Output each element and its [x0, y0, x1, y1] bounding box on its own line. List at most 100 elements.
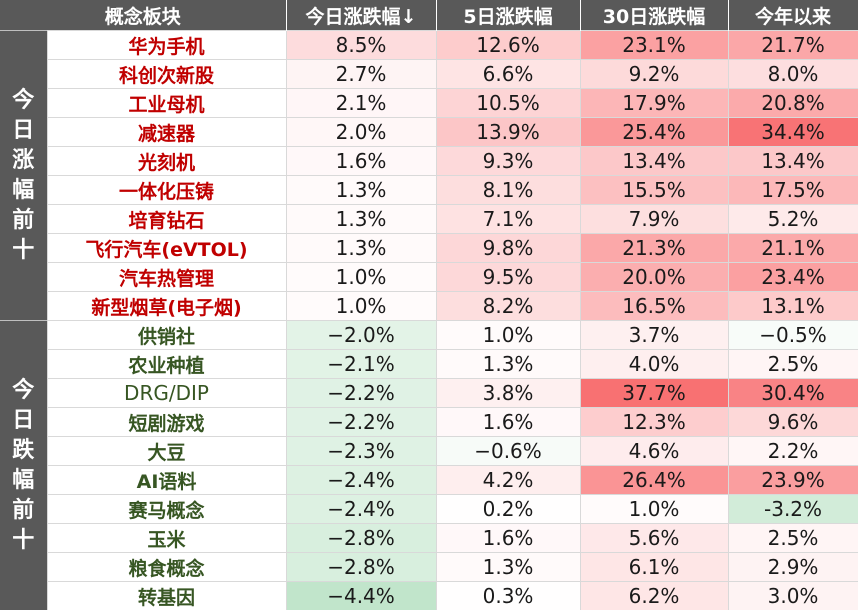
ytd-change-cell: 2.5%	[728, 349, 858, 379]
sector-name-cell: 新型烟草(电子烟)	[47, 291, 287, 321]
today-change-cell: −2.2%	[286, 378, 437, 408]
30day-change-cell: 6.2%	[580, 581, 729, 610]
header-ytd-change[interactable]: 今年以来	[728, 0, 858, 31]
ytd-change-cell: 5.2%	[728, 204, 858, 234]
today-change-cell: 2.0%	[286, 117, 437, 147]
ytd-change-cell: -3.2%	[728, 494, 858, 524]
sector-name-cell: 光刻机	[47, 146, 287, 176]
today-change-cell: −2.8%	[286, 552, 437, 582]
5day-change-cell: 10.5%	[436, 88, 581, 118]
ytd-change-cell: 30.4%	[728, 378, 858, 408]
table-header: 概念板块 今日涨跌幅↓ 5日涨跌幅 30日涨跌幅 今年以来	[0, 0, 858, 31]
today-change-cell: −2.0%	[286, 320, 437, 350]
30day-change-cell: 1.0%	[580, 494, 729, 524]
30day-change-cell: 13.4%	[580, 146, 729, 176]
sector-name-cell: 粮食概念	[47, 552, 287, 582]
table-row: 赛马概念 −2.4% 0.2% 1.0% -3.2%	[0, 494, 858, 524]
table-row: 新型烟草(电子烟) 1.0% 8.2% 16.5% 13.1%	[0, 291, 858, 321]
ytd-change-cell: 23.4%	[728, 262, 858, 292]
table-row: 一体化压铸 1.3% 8.1% 15.5% 17.5%	[0, 175, 858, 205]
today-change-cell: −2.2%	[286, 407, 437, 437]
5day-change-cell: 3.8%	[436, 378, 581, 408]
header-5day-change[interactable]: 5日涨跌幅	[436, 0, 581, 31]
group-label-top-losers: 今日跌幅前十	[0, 320, 48, 610]
table-row: 今日跌幅前十 供销社 −2.0% 1.0% 3.7% −0.5%	[0, 320, 858, 610]
ytd-change-cell: 2.2%	[728, 436, 858, 466]
5day-change-cell: 13.9%	[436, 117, 581, 147]
sector-name-cell: 一体化压铸	[47, 175, 287, 205]
table-row: 光刻机 1.6% 9.3% 13.4% 13.4%	[0, 146, 858, 176]
ytd-change-cell: 3.0%	[728, 581, 858, 610]
today-change-cell: 8.5%	[286, 30, 437, 60]
5day-change-cell: 4.2%	[436, 465, 581, 495]
header-row: 概念板块 今日涨跌幅↓ 5日涨跌幅 30日涨跌幅 今年以来	[0, 0, 858, 31]
30day-change-cell: 16.5%	[580, 291, 729, 321]
table-row: 短剧游戏 −2.2% 1.6% 12.3% 9.6%	[0, 407, 858, 437]
today-change-cell: 1.3%	[286, 175, 437, 205]
group-label-text: 今日跌幅前十	[12, 377, 35, 553]
today-change-cell: −4.4%	[286, 581, 437, 610]
sector-name-cell: 玉米	[47, 523, 287, 553]
today-change-cell: −2.1%	[286, 349, 437, 379]
5day-change-cell: 9.3%	[436, 146, 581, 176]
30day-change-cell: 9.2%	[580, 59, 729, 89]
5day-change-cell: 1.6%	[436, 407, 581, 437]
ytd-change-cell: 34.4%	[728, 117, 858, 147]
5day-change-cell: 0.3%	[436, 581, 581, 610]
header-concept-sector: 概念板块	[0, 0, 287, 31]
30day-change-cell: 20.0%	[580, 262, 729, 292]
today-change-cell: −2.4%	[286, 465, 437, 495]
sector-name-cell: 大豆	[47, 436, 287, 466]
5day-change-cell: 8.1%	[436, 175, 581, 205]
today-change-cell: −2.4%	[286, 494, 437, 524]
table-row: 农业种植 −2.1% 1.3% 4.0% 2.5%	[0, 349, 858, 379]
ytd-change-cell: 21.7%	[728, 30, 858, 60]
sector-name-cell: 培育钻石	[47, 204, 287, 234]
ytd-change-cell: 2.9%	[728, 552, 858, 582]
today-change-cell: 1.0%	[286, 262, 437, 292]
sector-name-cell: 科创次新股	[47, 59, 287, 89]
today-change-cell: 2.7%	[286, 59, 437, 89]
30day-change-cell: 37.7%	[580, 378, 729, 408]
ytd-change-cell: 23.9%	[728, 465, 858, 495]
header-today-change[interactable]: 今日涨跌幅↓	[286, 0, 437, 31]
table-row: 飞行汽车(eVTOL) 1.3% 9.8% 21.3% 21.1%	[0, 233, 858, 263]
ytd-change-cell: 8.0%	[728, 59, 858, 89]
ytd-change-cell: 20.8%	[728, 88, 858, 118]
sector-name-cell: 农业种植	[47, 349, 287, 379]
30day-change-cell: 12.3%	[580, 407, 729, 437]
30day-change-cell: 5.6%	[580, 523, 729, 553]
today-change-cell: 1.3%	[286, 204, 437, 234]
ytd-change-cell: 21.1%	[728, 233, 858, 263]
table-row: 汽车热管理 1.0% 9.5% 20.0% 23.4%	[0, 262, 858, 292]
today-change-cell: 1.3%	[286, 233, 437, 263]
sector-name-cell: 飞行汽车(eVTOL)	[47, 233, 287, 263]
30day-change-cell: 21.3%	[580, 233, 729, 263]
sector-name-cell: 华为手机	[47, 30, 287, 60]
header-30day-change[interactable]: 30日涨跌幅	[580, 0, 729, 31]
30day-change-cell: 3.7%	[580, 320, 729, 350]
ytd-change-cell: 13.4%	[728, 146, 858, 176]
5day-change-cell: 9.5%	[436, 262, 581, 292]
30day-change-cell: 7.9%	[580, 204, 729, 234]
30day-change-cell: 4.0%	[580, 349, 729, 379]
ytd-change-cell: 13.1%	[728, 291, 858, 321]
table-body: 今日涨幅前十 华为手机 8.5% 12.6% 23.1% 21.7% 科创次新股 2.7% 6.…	[0, 30, 858, 610]
table-row: 培育钻石 1.3% 7.1% 7.9% 5.2%	[0, 204, 858, 234]
5day-change-cell: 6.6%	[436, 59, 581, 89]
ytd-change-cell: 2.5%	[728, 523, 858, 553]
sector-name-cell: 转基因	[47, 581, 287, 610]
5day-change-cell: 7.1%	[436, 204, 581, 234]
sector-name-cell: 赛马概念	[47, 494, 287, 524]
sector-name-cell: DRG/DIP	[47, 378, 287, 408]
30day-change-cell: 26.4%	[580, 465, 729, 495]
table-row: 玉米 −2.8% 1.6% 5.6% 2.5%	[0, 523, 858, 553]
today-change-cell: −2.8%	[286, 523, 437, 553]
5day-change-cell: 12.6%	[436, 30, 581, 60]
table-row: 大豆 −2.3% −0.6% 4.6% 2.2%	[0, 436, 858, 466]
table-row: 转基因 −4.4% 0.3% 6.2% 3.0%	[0, 581, 858, 610]
today-change-cell: 1.6%	[286, 146, 437, 176]
5day-change-cell: 9.8%	[436, 233, 581, 263]
sector-name-cell: 汽车热管理	[47, 262, 287, 292]
